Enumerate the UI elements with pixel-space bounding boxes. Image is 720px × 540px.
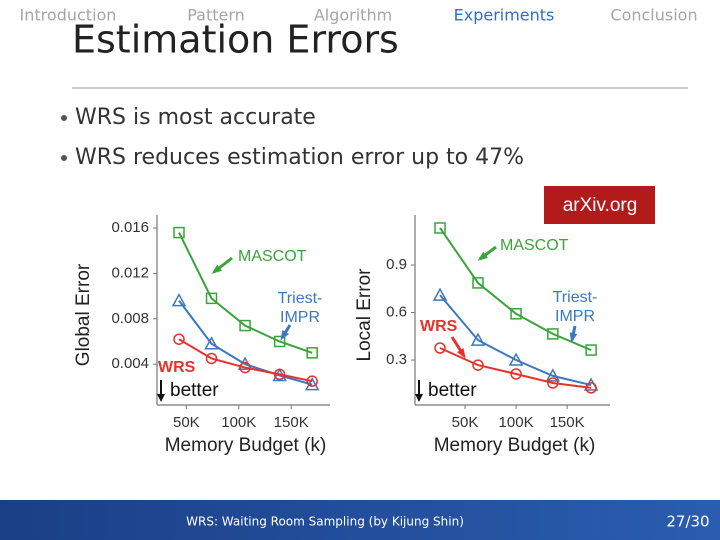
y-tick-label: 0.012 xyxy=(111,264,149,281)
series-label: MASCOT xyxy=(238,248,307,265)
badge-text: arXiv.org xyxy=(563,195,638,216)
series-label: Triest- xyxy=(278,290,323,307)
annotation: better xyxy=(170,380,219,401)
marker xyxy=(173,333,185,345)
arrow-head xyxy=(211,264,222,274)
marker xyxy=(239,361,251,374)
marker xyxy=(470,332,486,346)
x-tick-label: 100K xyxy=(499,414,534,431)
marker xyxy=(205,352,218,365)
better-arrow-head xyxy=(157,394,165,402)
y-tick-label: 0.6 xyxy=(386,304,407,321)
badge xyxy=(544,186,655,224)
marker xyxy=(472,359,484,371)
arrow-head xyxy=(457,348,466,359)
marker xyxy=(204,336,219,350)
series-line xyxy=(178,300,313,386)
marker xyxy=(585,344,597,356)
annotation: better xyxy=(428,380,477,401)
arrow-head xyxy=(280,330,289,341)
x-tick-label: 100K xyxy=(221,414,256,431)
better-arrow-head xyxy=(415,394,423,402)
marker xyxy=(510,308,522,320)
series-label: WRS xyxy=(420,318,458,335)
nav-item: Introduction xyxy=(20,6,117,25)
marker xyxy=(434,342,446,354)
marker xyxy=(171,293,187,307)
series-label: MASCOT xyxy=(500,237,569,254)
series-label: IMPR xyxy=(555,308,595,325)
y-tick-label: 0.008 xyxy=(111,310,149,327)
footer-text: WRS: Waiting Room Sampling (by Kijung Sh… xyxy=(186,515,464,529)
marker xyxy=(239,319,251,332)
bullet-dot xyxy=(61,155,67,161)
x-axis-title: Memory Budget (k) xyxy=(165,435,327,456)
marker xyxy=(510,368,522,380)
marker xyxy=(472,277,484,289)
marker xyxy=(173,226,185,239)
y-tick-label: 0.9 xyxy=(386,256,407,273)
arrow-head xyxy=(477,251,488,261)
x-tick-label: 150K xyxy=(274,414,309,431)
marker xyxy=(205,292,218,305)
series-line xyxy=(178,232,313,354)
marker xyxy=(304,377,320,391)
x-tick-label: 50K xyxy=(173,414,200,431)
x-tick-label: 50K xyxy=(452,414,479,431)
arrow-head xyxy=(569,332,578,343)
y-tick-label: 0.3 xyxy=(386,351,407,368)
marker xyxy=(545,368,561,382)
series-label: IMPR xyxy=(280,309,320,326)
nav-item: Algorithm xyxy=(314,6,392,25)
y-tick-label: 0.016 xyxy=(111,219,149,236)
marker xyxy=(273,335,286,348)
bullet: WRS reduces estimation error up to 47% xyxy=(75,145,524,170)
marker xyxy=(273,368,286,381)
y-tick-label: 0.004 xyxy=(111,355,149,372)
series-label: Triest- xyxy=(553,289,598,306)
series-line xyxy=(439,347,592,389)
nav-item: Conclusion xyxy=(610,6,697,25)
series-line xyxy=(178,338,313,383)
footer-bar xyxy=(0,500,720,540)
marker xyxy=(547,377,559,389)
nav-item: Pattern xyxy=(187,6,245,25)
x-axis-title: Memory Budget (k) xyxy=(434,435,596,456)
marker xyxy=(434,222,446,234)
y-axis-title: Global Error xyxy=(73,263,94,366)
series-line xyxy=(439,227,592,351)
marker xyxy=(306,375,318,387)
bullet-dot xyxy=(61,115,67,121)
marker xyxy=(306,347,318,359)
marker xyxy=(547,328,559,340)
slide-title: Estimation Errors xyxy=(72,18,399,62)
series-label: WRS xyxy=(158,359,196,376)
bullet: WRS is most accurate xyxy=(75,105,316,130)
marker xyxy=(432,287,448,301)
page-number: 27/30 xyxy=(666,513,709,531)
marker xyxy=(585,382,597,394)
y-axis-title: Local Error xyxy=(354,268,375,362)
series-line xyxy=(439,294,592,387)
marker xyxy=(508,352,524,366)
nav-item: Experiments xyxy=(454,6,555,25)
x-tick-label: 150K xyxy=(550,414,585,431)
